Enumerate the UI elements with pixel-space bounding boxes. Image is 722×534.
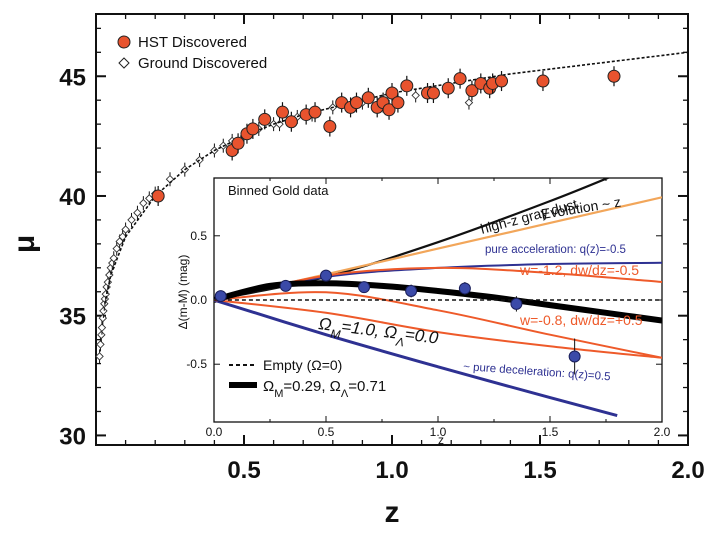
ground-point <box>139 198 148 208</box>
legend-ground-label: Ground Discovered <box>138 55 267 72</box>
binned-point <box>510 297 523 310</box>
hst-point <box>382 103 396 117</box>
inset-curve <box>214 299 662 359</box>
binned-point <box>568 350 581 363</box>
ground-point <box>145 194 154 203</box>
inset-x-axis-label: z <box>438 433 444 447</box>
legend-ground-marker <box>118 57 130 69</box>
hst-point <box>323 120 337 134</box>
label-w08: w=-0.8, dw/dz=+0.5 <box>519 312 643 328</box>
inset-axis-ticks <box>213 178 663 422</box>
ground-point <box>464 98 474 107</box>
y-tick-label: 40 <box>59 184 86 211</box>
binned-point <box>214 290 227 303</box>
ground-point <box>112 244 121 253</box>
y-tick-label: 45 <box>59 64 86 91</box>
ground-point <box>97 330 106 340</box>
binned-point <box>279 279 292 292</box>
hst-point <box>536 74 550 88</box>
inset-y-tick-label: 0.0 <box>190 293 207 307</box>
inset-y-tick-label: -0.5 <box>186 357 207 371</box>
legend-hst-label: HST Discovered <box>138 34 247 51</box>
hst-point <box>284 115 298 129</box>
inset-x-tick-label: 1.0 <box>430 425 447 439</box>
legend-hst-marker <box>117 35 131 49</box>
ground-point <box>118 232 127 241</box>
y-tick-label: 30 <box>59 423 86 450</box>
binned-gold-points <box>214 269 581 375</box>
ground-point <box>99 306 108 316</box>
hst-point <box>275 105 289 119</box>
ground-point <box>127 215 136 225</box>
hst-point <box>361 91 375 105</box>
binned-point <box>458 282 471 295</box>
inset-tick-labels: 0.0 0.5 1.0 1.5 2.0 0.5 0.0 -0.5 <box>186 229 670 439</box>
binned-point <box>358 281 371 294</box>
ground-point <box>121 225 130 234</box>
hst-point <box>607 69 621 83</box>
binned-point <box>320 269 332 282</box>
inset-y-axis-label: Δ(m-M) (mag) <box>176 255 190 330</box>
hst-point <box>308 105 322 119</box>
hst-point <box>349 96 363 110</box>
ground-point <box>275 119 284 129</box>
hst-point <box>495 74 509 88</box>
hst-point <box>400 79 414 93</box>
inset-x-tick-label: 0.0 <box>206 425 223 439</box>
inset-legend: Empty (Ω=0) ΩM=0.29, ΩΛ=0.71 <box>229 357 386 400</box>
ground-point <box>97 323 107 332</box>
x-tick-label: 2.0 <box>671 457 704 484</box>
inset-curve <box>214 291 662 359</box>
x-axis-label: z <box>385 496 400 529</box>
main-legend: HST Discovered Ground Discovered <box>117 34 267 72</box>
x-tick-label: 1.5 <box>523 457 556 484</box>
legend-empty-label: Empty (Ω=0) <box>263 357 342 373</box>
x-tick-label: 1.0 <box>375 457 408 484</box>
hst-point <box>258 112 272 126</box>
inset-curve <box>214 298 618 418</box>
inset-title: Binned Gold data <box>228 183 329 198</box>
x-tick-label: 0.5 <box>227 457 260 484</box>
legend-lcdm-label: ΩM=0.29, ΩΛ=0.71 <box>263 378 386 400</box>
hst-point <box>391 96 405 110</box>
inset-x-tick-label: 1.5 <box>542 425 559 439</box>
label-w12: w=-1.2, dw/dz=-0.5 <box>519 262 639 278</box>
ground-point <box>133 208 142 217</box>
hst-point <box>426 86 440 100</box>
ground-point <box>96 340 105 349</box>
hst-discovered-points <box>151 66 621 206</box>
ground-point <box>95 352 104 361</box>
inset-x-tick-label: 2.0 <box>654 425 671 439</box>
binned-point <box>405 285 418 298</box>
hst-point <box>151 189 165 203</box>
y-axis-label: μ <box>8 235 41 253</box>
hst-point <box>441 81 455 95</box>
label-acceleration: pure acceleration: q(z)=-0.5 <box>485 244 626 256</box>
inset-y-tick-label: 0.5 <box>190 229 207 243</box>
main-tick-labels: 0.5 1.0 1.5 2.0 30 35 40 45 <box>59 64 704 484</box>
y-tick-label: 35 <box>59 304 86 331</box>
ground-point <box>109 253 118 263</box>
inset-x-tick-label: 0.5 <box>318 425 335 439</box>
ground-point <box>98 313 108 323</box>
ground-point <box>411 91 420 100</box>
hst-point <box>465 84 479 98</box>
hst-point <box>231 136 245 150</box>
hst-point <box>246 122 260 136</box>
hst-point <box>453 72 467 86</box>
